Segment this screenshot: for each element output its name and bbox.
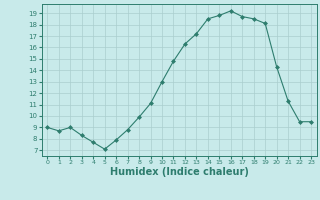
X-axis label: Humidex (Indice chaleur): Humidex (Indice chaleur) <box>110 167 249 177</box>
